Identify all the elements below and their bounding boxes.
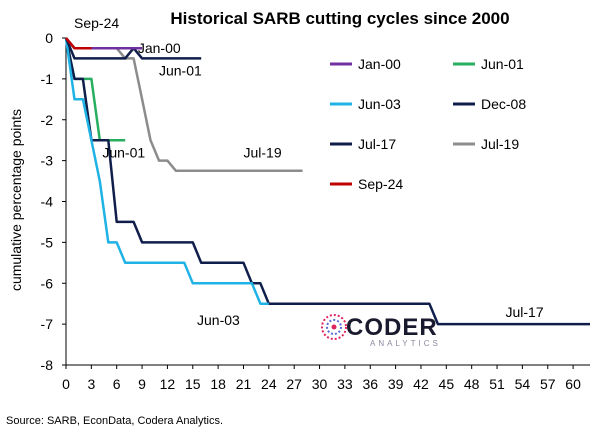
annotation-label: Jan-00 xyxy=(138,40,181,56)
series-lines xyxy=(64,37,590,326)
annotation-label: Sep-24 xyxy=(74,15,119,31)
x-tick-label: 42 xyxy=(413,376,429,392)
y-tick-label: -2 xyxy=(41,112,54,128)
legend-label: Jun-03 xyxy=(358,96,401,112)
legend-label: Dec-08 xyxy=(481,96,526,112)
logo-tagline: ANALYTICS xyxy=(370,339,438,348)
y-tick-label: -3 xyxy=(41,153,54,169)
annotation-label: Jun-01 xyxy=(102,144,145,160)
series-line-jun-03 xyxy=(64,37,269,305)
x-tick-label: 24 xyxy=(261,376,277,392)
x-tick-label: 12 xyxy=(160,376,176,392)
x-tick-label: 39 xyxy=(388,376,404,392)
series-line-sep-24 xyxy=(65,37,92,50)
series-line-jan-00 xyxy=(65,37,143,50)
axes: 0-1-2-3-4-5-6-7-80 3 6 9 12 15 18 21 24 27 30 33 36 3… xyxy=(41,30,590,392)
y-axis-label: cumulative percentage points xyxy=(8,109,24,291)
series-line-dec-08 xyxy=(64,37,590,326)
x-tick-label: 3 xyxy=(87,376,95,392)
x-tick-label: 0 xyxy=(62,376,70,392)
source-note: Source: SARB, EconData, Codera Analytics… xyxy=(6,415,224,427)
y-tick-label: -1 xyxy=(41,71,54,87)
annotations: Sep-24 Jan-00 Jun-01 Jun-01 Jul-19 Jun-03 Jul-… xyxy=(74,15,544,328)
y-tick-label: -8 xyxy=(41,357,54,373)
legend-label: Jul-17 xyxy=(358,136,396,152)
x-tick-label: 21 xyxy=(236,376,252,392)
chart-title: Historical SARB cutting cycles since 200… xyxy=(170,9,509,28)
x-tick-label: 51 xyxy=(489,376,505,392)
x-tick-label: 15 xyxy=(185,376,201,392)
x-tick-label: 60 xyxy=(565,376,581,392)
annotation-label: Jul-17 xyxy=(505,304,543,320)
y-tick-label: -4 xyxy=(41,194,54,210)
annotation-label: Jul-19 xyxy=(243,144,281,160)
x-tick-label: 30 xyxy=(312,376,328,392)
x-tick-label: 6 xyxy=(113,376,121,392)
chart: Historical SARB cutting cycles since 200… xyxy=(8,9,590,392)
y-tick-label: -7 xyxy=(41,316,54,332)
x-tick-label: 54 xyxy=(515,376,531,392)
annotation-label: Jun-01 xyxy=(159,63,202,79)
y-tick-label: 0 xyxy=(45,30,53,46)
legend-label: Sep-24 xyxy=(358,176,403,192)
legend: Jan-00 Jun-01 Jun-03 Dec-08 Jul-17 Jul-19 Sep-… xyxy=(330,56,526,192)
legend-label: Jan-00 xyxy=(358,56,401,72)
y-tick-label: -5 xyxy=(41,234,54,250)
annotation-label: Jun-03 xyxy=(197,312,240,328)
x-tick-label: 27 xyxy=(286,376,302,392)
x-tick-label: 36 xyxy=(362,376,378,392)
x-tick-label: 57 xyxy=(540,376,556,392)
x-tick-label: 18 xyxy=(210,376,226,392)
x-tick-label: 33 xyxy=(337,376,353,392)
series-line-jun-01 xyxy=(64,37,126,142)
y-tick-label: -6 xyxy=(41,275,54,291)
x-tick-label: 9 xyxy=(138,376,146,392)
legend-label: Jul-19 xyxy=(481,136,519,152)
logo-mark-icon xyxy=(321,314,347,340)
legend-label: Jun-01 xyxy=(481,56,524,72)
x-tick-label: 45 xyxy=(439,376,455,392)
x-tick-label: 48 xyxy=(464,376,480,392)
